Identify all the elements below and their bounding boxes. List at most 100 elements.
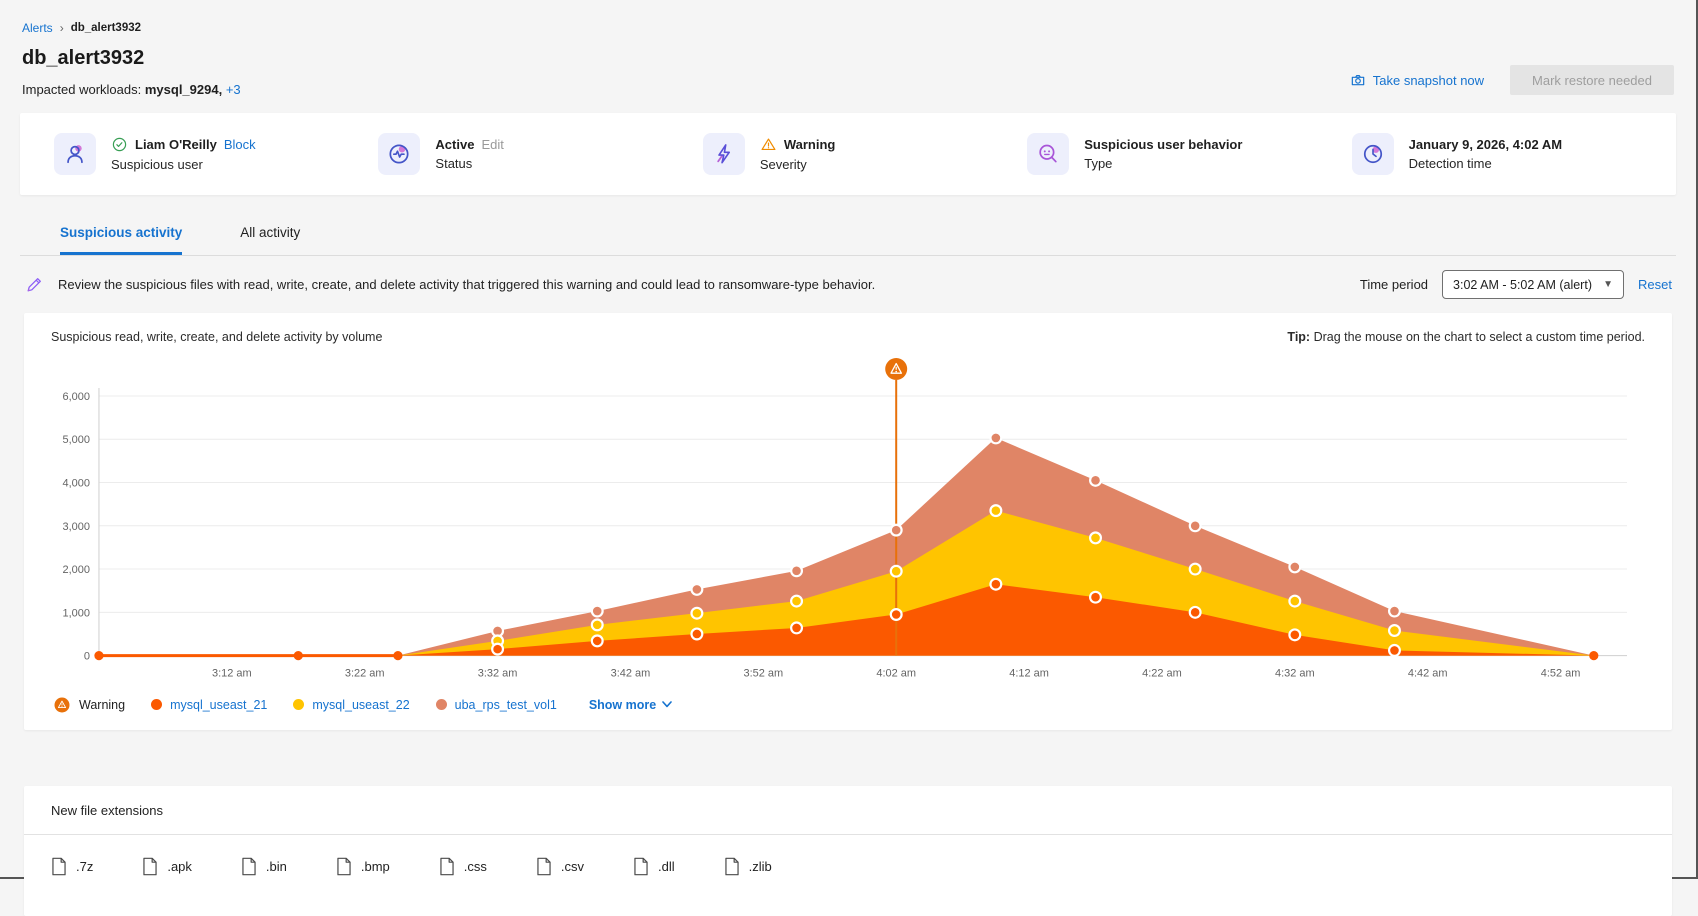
reset-link[interactable]: Reset <box>1638 277 1672 292</box>
file-icon <box>52 857 66 875</box>
svg-text:4:42 am: 4:42 am <box>1408 668 1448 680</box>
svg-text:1,000: 1,000 <box>63 607 90 619</box>
summary-card-type: Suspicious user behavior Type <box>1027 133 1351 175</box>
chart-card: Suspicious read, write, create, and dele… <box>24 313 1672 730</box>
file-extension-label: .css <box>463 858 487 874</box>
tab-bar: Suspicious activity All activity <box>20 225 1676 256</box>
legend-dot-icon <box>151 699 163 711</box>
impacted-more-link[interactable]: +3 <box>225 82 241 97</box>
search-user-icon <box>1027 133 1070 175</box>
detection-time-value: January 9, 2026, 4:02 AM <box>1408 137 1563 152</box>
summary-card-detection-time: January 9, 2026, 4:02 AM Detection time <box>1351 133 1676 175</box>
legend-item-uba_rps_test_vol1: uba_rps_test_vol1 <box>435 697 557 712</box>
file-extension-label: .dll <box>658 858 675 874</box>
chevron-down-icon <box>662 701 672 708</box>
breadcrumb-separator-icon: › <box>59 21 64 35</box>
status-label: Status <box>435 156 473 171</box>
warning-badge-icon <box>54 697 70 713</box>
breadcrumb: Alerts › db_alert3932 <box>0 0 1696 35</box>
lightning-icon <box>702 133 745 175</box>
legend-item-mysql_useast_21: mysql_useast_21 <box>151 698 267 712</box>
svg-text:2,000: 2,000 <box>63 564 90 576</box>
severity-label: Severity <box>759 157 807 172</box>
svg-text:4:02 am: 4:02 am <box>876 668 916 680</box>
legend-warning: Warning <box>53 696 125 714</box>
type-label: Type <box>1084 156 1113 171</box>
file-extension-item: .zlib <box>724 857 772 876</box>
review-description: Review the suspicious files with read, w… <box>58 277 876 292</box>
legend-warning-label: Warning <box>79 697 126 712</box>
chart-title: Suspicious read, write, create, and dele… <box>51 330 383 344</box>
svg-text:4,000: 4,000 <box>63 477 90 489</box>
divider <box>24 833 1672 835</box>
file-extension-item: .bin <box>241 857 287 876</box>
file-extension-label: .apk <box>167 858 192 874</box>
svg-text:4:32 am: 4:32 am <box>1275 668 1315 680</box>
detection-time-label: Detection time <box>1408 156 1492 171</box>
tab-all-activity[interactable]: All activity <box>240 225 301 240</box>
file-icon <box>725 857 739 875</box>
svg-text:5,000: 5,000 <box>63 434 90 446</box>
mark-restore-button[interactable]: Mark restore needed <box>1510 65 1674 95</box>
page-header: db_alert3932 Impacted workloads: mysql_9… <box>0 47 1696 97</box>
tab-suspicious-activity[interactable]: Suspicious activity <box>60 225 183 255</box>
summary-card-severity: Warning Severity <box>702 133 1027 175</box>
file-extension-item: .css <box>439 857 487 876</box>
clock-icon <box>1351 133 1394 175</box>
new-file-extensions-card: New file extensions .7z .apk .bin .bmp .css.… <box>24 785 1672 916</box>
svg-text:4:52 am: 4:52 am <box>1541 668 1581 680</box>
breadcrumb-alerts-link[interactable]: Alerts <box>22 21 53 35</box>
legend-link-uba_rps_test_vol1[interactable]: uba_rps_test_vol1 <box>454 697 557 712</box>
file-extension-label: .zlib <box>748 858 772 874</box>
warning-marker-icon <box>885 357 908 380</box>
svg-text:3,000: 3,000 <box>63 521 90 533</box>
edit-status-link[interactable]: Edit <box>481 137 504 152</box>
time-period-value: 3:02 AM - 5:02 AM (alert) <box>1453 277 1592 292</box>
extensions-list: .7z .apk .bin .bmp .css .csv .dll .zlib <box>51 857 1645 876</box>
take-snapshot-label: Take snapshot now <box>1372 72 1485 88</box>
chevron-down-icon: ▼ <box>1603 279 1614 290</box>
summary-bar: Liam O'Reilly Block Suspicious user Acti… <box>20 113 1676 195</box>
svg-text:6,000: 6,000 <box>63 391 90 403</box>
pen-icon <box>24 275 44 295</box>
file-icon <box>242 857 256 875</box>
file-icon <box>634 857 648 875</box>
impacted-workload-value: mysql_9294, <box>144 82 223 97</box>
breadcrumb-current: db_alert3932 <box>70 22 142 34</box>
chart-tip-label: Tip: <box>1287 330 1311 344</box>
file-extension-label: .csv <box>560 858 585 874</box>
take-snapshot-button[interactable]: Take snapshot now <box>1350 72 1484 88</box>
user-icon <box>54 133 96 175</box>
legend-dot-icon <box>435 699 447 711</box>
filter-bar: Review the suspicious files with read, w… <box>24 270 1672 299</box>
file-extension-label: .7z <box>76 858 94 874</box>
svg-text:4:12 am: 4:12 am <box>1009 668 1049 680</box>
type-value: Suspicious user behavior <box>1084 137 1243 152</box>
legend-link-mysql_useast_22[interactable]: mysql_useast_22 <box>312 697 410 712</box>
legend-link-mysql_useast_21[interactable]: mysql_useast_21 <box>170 697 268 712</box>
svg-text:4:22 am: 4:22 am <box>1142 668 1182 680</box>
severity-value: Warning <box>783 137 836 152</box>
show-more-link[interactable]: Show more <box>589 698 672 712</box>
summary-card-suspicious-user: Liam O'Reilly Block Suspicious user <box>54 133 378 175</box>
file-icon <box>537 857 551 875</box>
show-more-label: Show more <box>588 697 657 712</box>
file-extension-item: .dll <box>633 857 675 876</box>
block-user-link[interactable]: Block <box>223 137 256 152</box>
extensions-title: New file extensions <box>51 802 163 818</box>
activity-area-chart[interactable]: 0 1,000 2,000 3,000 4,000 5,000 6,000 3:12 am 3:… <box>51 354 1645 696</box>
time-period-select[interactable]: 3:02 AM - 5:02 AM (alert) ▼ <box>1442 270 1625 299</box>
file-icon <box>440 857 454 875</box>
status-value: Active <box>435 137 475 152</box>
camera-icon <box>1350 72 1366 88</box>
impacted-workloads-label: Impacted workloads: <box>22 82 142 97</box>
check-circle-icon <box>111 136 128 153</box>
chart-tip-text: Drag the mouse on the chart to select a … <box>1313 330 1645 344</box>
file-extension-label: .bin <box>265 858 287 874</box>
svg-text:3:32 am: 3:32 am <box>478 668 518 680</box>
legend-item-mysql_useast_22: mysql_useast_22 <box>293 697 410 712</box>
svg-text:3:42 am: 3:42 am <box>611 668 651 680</box>
page-title: db_alert3932 <box>22 47 145 69</box>
file-extension-item: .csv <box>536 857 584 876</box>
file-extension-label: .bmp <box>360 858 390 874</box>
